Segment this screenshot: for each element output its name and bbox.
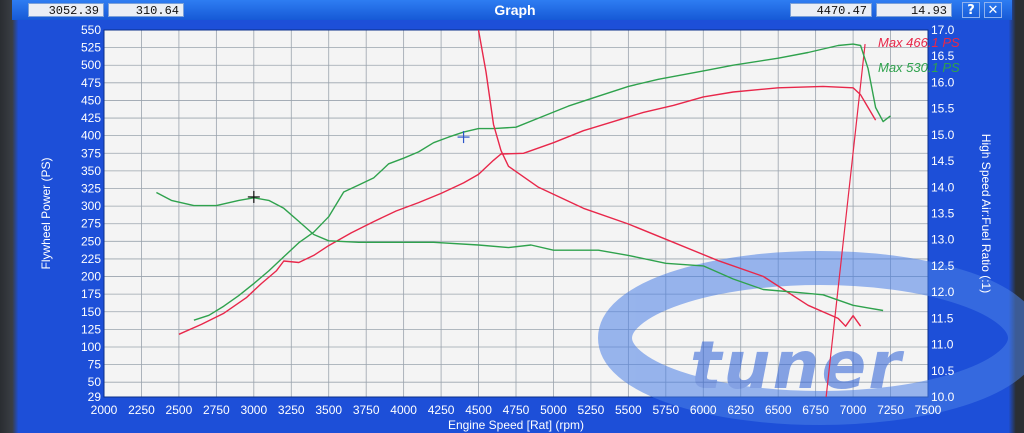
y2-tick-label: 16.0 [931, 75, 955, 89]
y-tick-label: 450 [81, 93, 101, 107]
x-tick-label: 3750 [353, 403, 380, 417]
x-tick-label: 2500 [166, 403, 193, 417]
x-tick-label: 4750 [503, 403, 530, 417]
x-tick-label: 6500 [765, 403, 792, 417]
x-tick-label: 4000 [390, 403, 417, 417]
y-tick-label: 275 [81, 217, 101, 231]
window-title: Graph [494, 2, 536, 18]
readout-rpm: 3052.39 [28, 3, 104, 18]
y2-axis-label: High Speed Air:Fuel Ratio (:1) [979, 134, 993, 293]
x-axis-label: Engine Speed [Rat] (rpm) [448, 418, 584, 432]
y-tick-label: 425 [81, 111, 101, 125]
x-tick-label: 7500 [915, 403, 942, 417]
series-line-red-power [178, 85, 877, 335]
y-tick-label: 350 [81, 164, 101, 178]
y2-tick-label: 10.0 [931, 390, 955, 404]
title-bar [12, 0, 1012, 20]
readout-rpm-2: 4470.47 [790, 3, 872, 18]
y-tick-label: 125 [81, 322, 101, 336]
y-tick-label: 150 [81, 305, 101, 319]
y2-tick-label: 13.0 [931, 233, 955, 247]
cursor-marker [247, 190, 260, 203]
series-line-red-afr [477, 29, 862, 327]
y2-tick-label: 13.5 [931, 207, 955, 221]
y-tick-label: 300 [81, 199, 101, 213]
help-icon[interactable]: ? [962, 2, 980, 18]
watermark-text: tuner [690, 327, 904, 404]
x-tick-label: 4500 [465, 403, 492, 417]
x-tick-label: 6750 [802, 403, 829, 417]
y-tick-label: 500 [81, 58, 101, 72]
y-tick-label: 375 [81, 146, 101, 160]
x-tick-label: 5250 [578, 403, 605, 417]
x-tick-label: 7000 [840, 403, 867, 417]
watermark-swoosh [598, 251, 1024, 425]
series-line-green-afr [156, 191, 884, 312]
y2-tick-label: 11.5 [931, 311, 954, 325]
y2-tick-label: 16.5 [931, 49, 955, 63]
x-tick-label: 3500 [315, 403, 342, 417]
y-tick-label: 475 [81, 76, 101, 90]
y-axis-label: Flywheel Power (PS) [39, 157, 53, 269]
x-tick-label: 7250 [877, 403, 904, 417]
x-tick-label: 6250 [727, 403, 754, 417]
plot-border [103, 29, 929, 398]
y-tick-label: 75 [88, 358, 102, 372]
y-tick-label: 50 [88, 375, 102, 389]
legend-entry-red: Max 466.1 PS [878, 35, 960, 50]
x-tick-label: 3250 [278, 403, 305, 417]
legend-entry-green: Max 530.1 PS [878, 60, 960, 75]
y-tick-label: 29 [88, 390, 102, 404]
rpm-limit-line [825, 44, 866, 398]
x-tick-label: 5500 [615, 403, 642, 417]
y2-tick-label: 11.0 [931, 338, 954, 352]
y2-tick-label: 17.0 [931, 23, 955, 37]
y2-tick-label: 15.5 [931, 102, 955, 116]
y-tick-label: 225 [81, 252, 101, 266]
x-tick-label: 2750 [203, 403, 230, 417]
cursor-marker [457, 131, 470, 144]
x-tick-label: 2000 [91, 403, 118, 417]
readout-power: 310.64 [108, 3, 184, 18]
y2-tick-label: 14.5 [931, 154, 955, 168]
y-tick-label: 525 [81, 41, 101, 55]
series-line-green-power [193, 43, 891, 321]
y-tick-label: 400 [81, 129, 101, 143]
x-tick-label: 5750 [652, 403, 679, 417]
x-tick-label: 4250 [428, 403, 455, 417]
y-tick-label: 250 [81, 234, 101, 248]
x-tick-label: 6000 [690, 403, 717, 417]
y-tick-label: 325 [81, 181, 101, 195]
y2-tick-label: 14.0 [931, 180, 955, 194]
y2-tick-label: 12.0 [931, 285, 955, 299]
x-tick-label: 5000 [540, 403, 567, 417]
y-tick-label: 175 [81, 287, 101, 301]
close-icon[interactable]: ✕ [984, 2, 1002, 18]
y2-tick-label: 12.5 [931, 259, 955, 273]
readout-afr: 14.93 [876, 3, 952, 18]
y-tick-label: 550 [81, 23, 101, 37]
watermark-logo: tuner [598, 251, 1024, 425]
x-tick-label: 3000 [240, 403, 267, 417]
x-tick-label: 2250 [128, 403, 155, 417]
y2-tick-label: 15.0 [931, 128, 955, 142]
y-tick-label: 200 [81, 270, 101, 284]
y-tick-label: 100 [81, 340, 101, 354]
y2-tick-label: 10.5 [931, 364, 955, 378]
